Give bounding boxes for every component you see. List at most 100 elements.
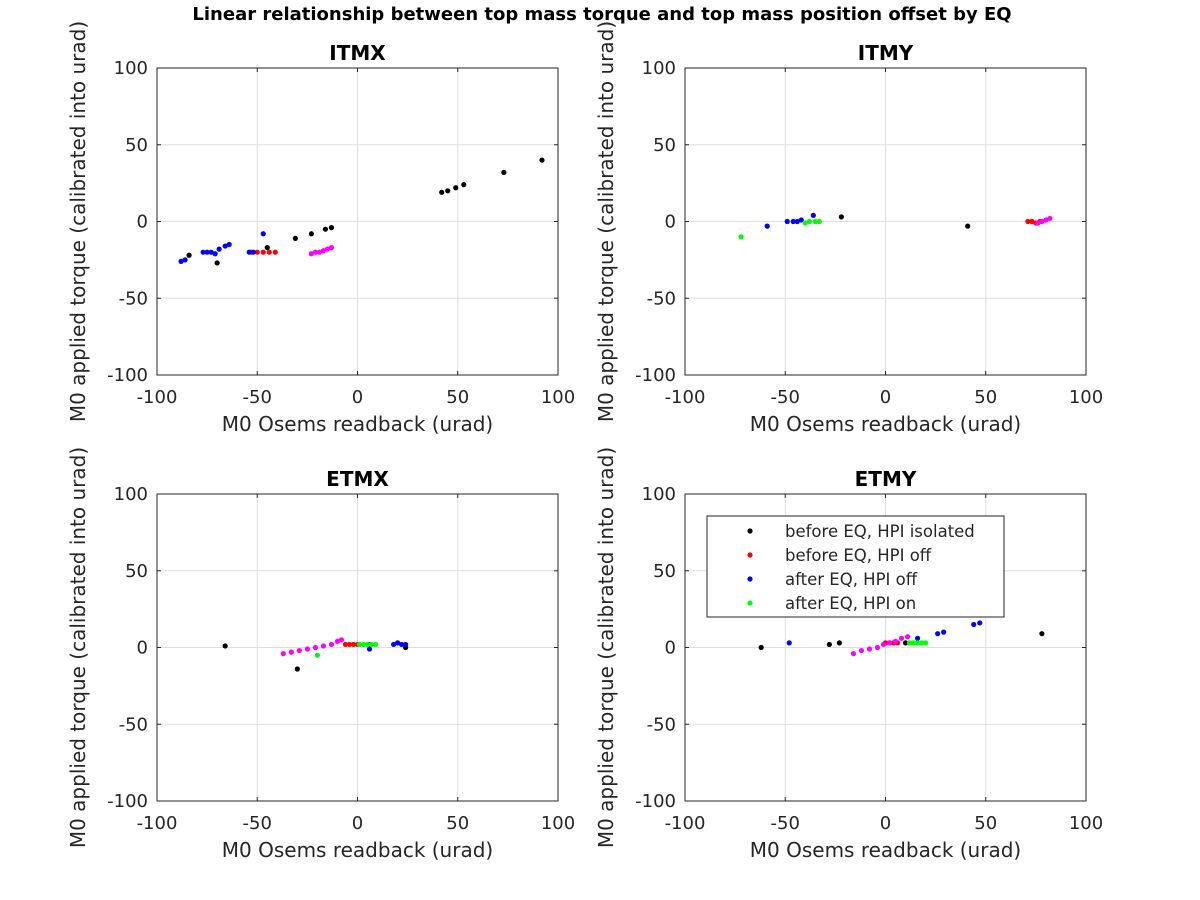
data-point (312, 644, 318, 651)
y-tick-label: 50 (125, 561, 148, 582)
y-tick-label: 50 (653, 135, 676, 156)
data-point (866, 646, 873, 652)
subplot-etmx: -100 -50 0 50 100 100 50 0 -50 -100 ETMX M0 Osems r… (66, 447, 575, 862)
data-point (836, 640, 842, 646)
x-tick-label: 0 (880, 813, 891, 834)
series-before-eq-hpi-off (342, 641, 361, 648)
subplot-etmy: -100 -50 0 50 100 100 50 0 -50 -100 ETMY M0 Osems r… (594, 447, 1103, 862)
data-point (1039, 631, 1045, 637)
series-before-eq-hpi-isolated (186, 157, 545, 266)
x-tick-label: 50 (446, 813, 469, 834)
data-point (874, 644, 881, 651)
series-after-eq-hpi-on (738, 218, 822, 240)
y-axis-label: M0 applied torque (calibrated into urad) (594, 21, 618, 422)
data-point (186, 252, 192, 258)
x-tick-label: 100 (1069, 813, 1103, 834)
subplot-title: ETMY (855, 467, 917, 491)
subplot-title: ITMY (858, 41, 914, 65)
data-point (266, 249, 272, 255)
data-point (312, 249, 318, 255)
data-point (372, 641, 379, 648)
y-axis-label: M0 applied torque (calibrated into urad) (594, 447, 618, 848)
legend-label: before EQ, HPI off (785, 546, 932, 565)
series-magenta-cluster (850, 634, 911, 657)
y-tick-label: -50 (647, 714, 676, 735)
data-point (1047, 215, 1053, 222)
data-point (461, 182, 467, 188)
data-point (292, 235, 298, 241)
data-point (1035, 220, 1041, 226)
data-point (390, 641, 397, 648)
series-after-eq-hpi-on (314, 641, 379, 658)
data-point (178, 258, 184, 265)
data-point (316, 249, 323, 255)
data-point (346, 641, 353, 648)
data-point (738, 234, 744, 240)
data-point (501, 169, 507, 175)
data-point (296, 647, 302, 654)
y-tick-label: 100 (642, 484, 676, 505)
y-tick-label: 50 (653, 561, 676, 582)
x-tick-label: -100 (665, 387, 706, 408)
data-point (338, 637, 345, 643)
data-point (360, 641, 367, 648)
data-point (923, 640, 929, 646)
data-point (264, 244, 270, 251)
data-point (1043, 217, 1049, 223)
x-tick-label: 100 (541, 813, 575, 834)
data-point (395, 640, 401, 646)
data-point (280, 651, 286, 657)
data-point (322, 226, 329, 232)
legend-label: before EQ, HPI isolated (785, 522, 975, 541)
data-point (356, 641, 363, 648)
series-magenta-cluster (1035, 215, 1053, 226)
data-point (453, 185, 459, 191)
data-point (784, 218, 790, 225)
y-axis-label: M0 applied torque (calibrated into urad) (66, 447, 90, 848)
legend-marker (747, 552, 753, 558)
data-point (539, 157, 545, 163)
x-tick-label: -100 (137, 813, 178, 834)
x-tick-label: -50 (771, 813, 800, 834)
x-tick-label: -50 (243, 813, 272, 834)
data-point (250, 249, 256, 255)
series-before-eq-hpi-isolated (758, 631, 1045, 651)
x-tick-label: 0 (352, 387, 363, 408)
x-tick-label: 50 (974, 813, 997, 834)
data-point (314, 652, 320, 658)
x-tick-label: -50 (771, 387, 800, 408)
legend-label: after EQ, HPI on (785, 594, 916, 613)
data-point (368, 641, 375, 648)
data-point (439, 189, 445, 195)
legend-box (706, 515, 1005, 618)
x-tick-label: -50 (243, 387, 272, 408)
subplot-itmx: -100 -50 0 50 100 100 50 0 -50 -100 ITMX M0 Osems r… (66, 21, 575, 436)
data-point (838, 214, 844, 220)
series-magenta-cluster (308, 244, 335, 257)
x-axis-label: M0 Osems readback (urad) (750, 412, 1021, 436)
series-after-eq-hpi-off (178, 231, 266, 265)
y-tick-label: -100 (107, 365, 148, 386)
data-point (222, 643, 228, 649)
data-point (222, 243, 228, 249)
data-point (226, 241, 232, 248)
x-tick-label: 50 (446, 387, 469, 408)
data-point (794, 218, 800, 225)
data-point (200, 249, 206, 255)
y-tick-label: -50 (119, 714, 148, 735)
data-point (910, 640, 917, 646)
data-point (364, 641, 371, 648)
series-magenta-cluster (280, 637, 345, 657)
x-tick-label: -100 (665, 813, 706, 834)
data-point (328, 244, 335, 251)
y-tick-label: -100 (635, 365, 676, 386)
data-point (816, 218, 822, 225)
data-point (812, 218, 818, 225)
data-point (208, 249, 214, 255)
subplot-title: ITMX (329, 41, 386, 65)
data-point (334, 638, 341, 644)
data-point (320, 643, 327, 649)
series-after-eq-hpi-on (906, 640, 929, 646)
data-point (328, 225, 335, 231)
y-tick-label: 0 (137, 212, 148, 233)
